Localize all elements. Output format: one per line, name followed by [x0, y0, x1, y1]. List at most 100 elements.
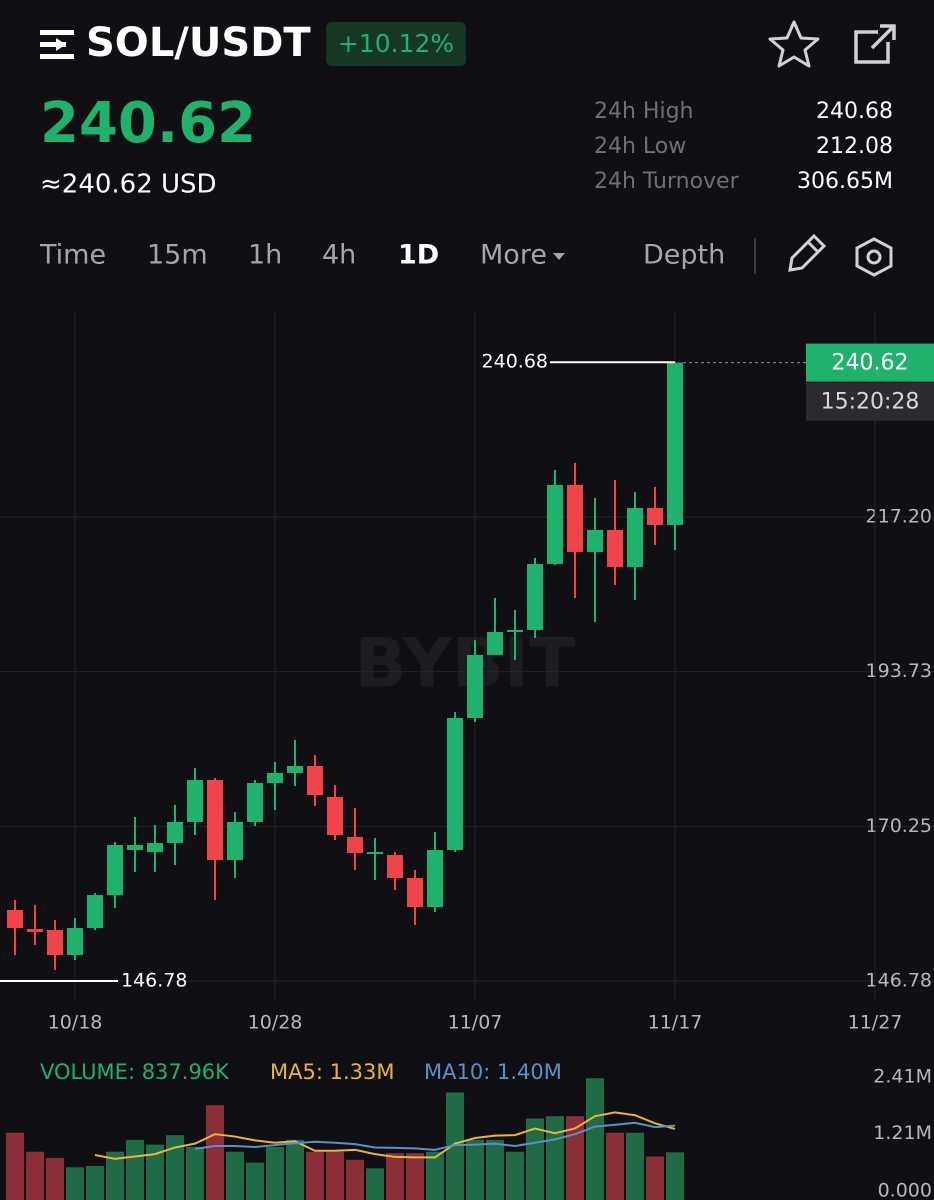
- volume-bar: [586, 1078, 604, 1200]
- tab[interactable]: 1h: [248, 240, 282, 271]
- y-tick-label: 217.20: [866, 505, 932, 527]
- volume-bar: [426, 1151, 444, 1200]
- volume-bar: [666, 1152, 684, 1200]
- candle-body: [147, 843, 163, 852]
- volume-bar: [206, 1105, 224, 1200]
- candle-body: [447, 718, 463, 851]
- volume-bar: [406, 1153, 424, 1200]
- volume-tick-label: 1.21M: [873, 1122, 932, 1144]
- volume-bar: [386, 1153, 404, 1200]
- candle-body: [547, 484, 563, 564]
- tab[interactable]: 4h: [322, 240, 356, 271]
- volume-bar: [326, 1151, 344, 1200]
- candle-body: [47, 930, 63, 955]
- candle-body: [607, 529, 623, 567]
- candle-body: [7, 909, 23, 929]
- candle-body: [487, 631, 503, 655]
- y-tick-label: 193.73: [866, 660, 932, 682]
- volume-bar: [366, 1168, 384, 1200]
- volume-bar: [446, 1092, 464, 1200]
- x-tick-label: 11/17: [648, 1012, 703, 1034]
- candle-body: [507, 629, 523, 632]
- volume-bar: [646, 1156, 664, 1200]
- volume-bar: [526, 1118, 544, 1200]
- settings-icon[interactable]: [855, 237, 893, 277]
- change: +10.12%: [338, 29, 454, 58]
- x-tick-label: 11/07: [448, 1012, 503, 1034]
- candle-body: [587, 529, 603, 552]
- candle-body: [327, 796, 343, 835]
- countdown-label: 15:20:28: [821, 390, 920, 415]
- volume-bar: [126, 1139, 144, 1200]
- ma-line: [94, 1111, 676, 1160]
- volume-bar: [226, 1151, 244, 1200]
- candle-body: [347, 836, 363, 853]
- volume-bar: [146, 1144, 164, 1200]
- y-tick-label: 170.25: [866, 815, 932, 837]
- stat-value: 306.65M: [797, 169, 893, 194]
- candle-body: [307, 765, 323, 795]
- candle-body: [667, 362, 683, 525]
- countdown-tag: [806, 382, 934, 421]
- legend-entry: MA5: 1.33M: [270, 1060, 394, 1084]
- volume-bar: [186, 1146, 204, 1200]
- pair-title: SOL/USDT: [86, 20, 311, 66]
- stat-value: 240.68: [816, 99, 893, 124]
- candle-body: [367, 851, 383, 854]
- volume-bar: [266, 1146, 284, 1200]
- volume-bar: [506, 1151, 524, 1200]
- legend-entry: MA10: 1.40M: [424, 1060, 562, 1084]
- low-marker-label: 146.78: [121, 970, 187, 992]
- volume-bar: [606, 1132, 624, 1200]
- candle-body: [267, 772, 283, 783]
- volume-bar: [6, 1132, 24, 1200]
- candle-body: [107, 845, 123, 896]
- volume-bar: [546, 1116, 564, 1200]
- candle-body: [627, 507, 643, 567]
- candle-body: [167, 822, 183, 844]
- tab[interactable]: Depth: [643, 240, 725, 271]
- volume-bar: [306, 1151, 324, 1200]
- stat-value: 212.08: [816, 134, 893, 159]
- ma-line: [194, 1121, 676, 1151]
- candle-body: [527, 563, 543, 630]
- volume-bar: [46, 1157, 64, 1200]
- favorite-icon[interactable]: [768, 20, 820, 68]
- volume-tick-label: 0.000: [878, 1180, 932, 1200]
- x-tick-label: 10/18: [48, 1012, 103, 1034]
- candle-body: [87, 895, 103, 929]
- volume-bar: [86, 1165, 104, 1200]
- share-icon[interactable]: [854, 24, 896, 64]
- candle-body: [187, 779, 203, 823]
- tab[interactable]: 1D: [398, 240, 439, 271]
- stat-label: 24h Turnover: [594, 169, 740, 194]
- stat-label: 24h High: [594, 99, 694, 124]
- volume-bar: [566, 1116, 584, 1200]
- candle-body: [207, 779, 223, 861]
- candle-body: [127, 845, 143, 851]
- high-marker-label: 240.68: [482, 351, 548, 373]
- y-tick-label: 146.78: [866, 970, 932, 992]
- volume-bar: [286, 1139, 304, 1200]
- candle-body: [407, 878, 423, 908]
- price-usd: ≈240.62 USD: [40, 170, 217, 200]
- draw-icon[interactable]: [788, 233, 827, 272]
- tab[interactable]: More: [480, 240, 547, 271]
- volume-tick-label: 2.41M: [873, 1065, 932, 1087]
- candle-body: [647, 507, 663, 525]
- x-tick-label: 10/28: [248, 1012, 303, 1034]
- candle-body: [247, 782, 263, 823]
- volume-bar: [246, 1162, 264, 1200]
- x-tick-label: 11/27: [848, 1012, 903, 1034]
- volume-bar: [26, 1151, 44, 1200]
- dropdown-arrow: [553, 253, 565, 260]
- tab[interactable]: Time: [39, 240, 106, 271]
- volume-bar: [626, 1132, 644, 1200]
- volume-bar: [486, 1139, 504, 1200]
- change-badge: [326, 22, 466, 66]
- tab[interactable]: 15m: [147, 240, 208, 271]
- candle-body: [427, 850, 443, 908]
- last-price: 240.62: [40, 91, 256, 156]
- menu-icon[interactable]: [40, 30, 74, 59]
